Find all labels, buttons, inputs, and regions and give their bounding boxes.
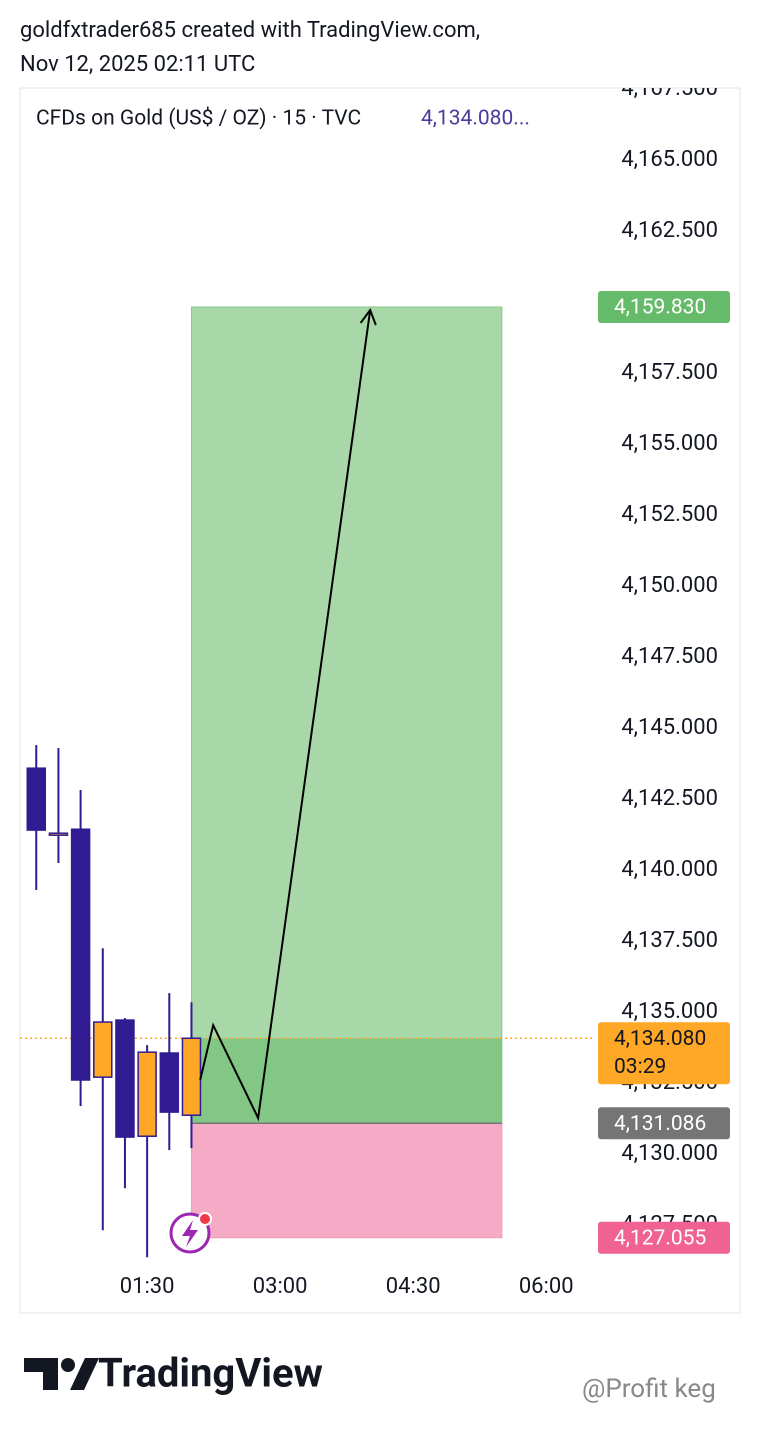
price-badge bbox=[598, 1022, 730, 1085]
stop-zone bbox=[190, 1122, 503, 1239]
price-badge-label: 4,159.830 bbox=[614, 296, 706, 320]
price-badge-label: 4,134.080 bbox=[614, 1027, 706, 1051]
candle-body bbox=[137, 1051, 157, 1137]
brand-name: TradingView bbox=[98, 1350, 323, 1397]
y-tick-label: 4,155.000 bbox=[621, 431, 718, 456]
candle-body bbox=[70, 828, 91, 1081]
y-tick-label: 4,157.500 bbox=[621, 360, 718, 385]
legend-title: CFDs on Gold (US$ / OZ) · 15 · TVC bbox=[36, 107, 361, 131]
price-badge bbox=[598, 1221, 730, 1254]
price-badge-label: 4,131.086 bbox=[614, 1112, 706, 1136]
y-tick-label: 4,140.000 bbox=[621, 857, 718, 882]
y-tick-label: 4,135.000 bbox=[621, 999, 718, 1024]
candle-body bbox=[48, 832, 69, 836]
y-tick-label: 4,165.000 bbox=[621, 147, 718, 172]
watermark: @Profit keg bbox=[582, 1374, 716, 1404]
x-tick-label: 2 bbox=[8, 1274, 20, 1299]
candle-body bbox=[93, 1021, 113, 1078]
header-line: goldfxtrader685 created with TradingView… bbox=[20, 18, 480, 43]
trend-drawing bbox=[199, 309, 372, 1122]
y-tick-label: 4,145.000 bbox=[621, 715, 718, 740]
y-tick-label: 4,147.500 bbox=[621, 644, 718, 669]
candle-body bbox=[159, 1052, 180, 1113]
price-badge bbox=[598, 290, 730, 323]
price-badge bbox=[598, 1107, 730, 1140]
candle-body bbox=[181, 1037, 202, 1116]
y-tick-label: 4,167.500 bbox=[621, 76, 718, 101]
open-profit-zone bbox=[191, 1038, 502, 1124]
x-tick-label: 03:00 bbox=[253, 1274, 308, 1299]
candle-body bbox=[26, 767, 47, 831]
candle-body bbox=[115, 1019, 135, 1138]
price-badge-label: 4,127.055 bbox=[614, 1226, 706, 1250]
countdown-label: 03:29 bbox=[614, 1055, 666, 1079]
x-tick-label: 04:30 bbox=[386, 1274, 441, 1299]
y-tick-label: 4,142.500 bbox=[621, 786, 718, 811]
y-tick-label: 4,152.500 bbox=[621, 502, 718, 527]
arrow-head bbox=[359, 308, 377, 326]
x-tick-label: 06:00 bbox=[519, 1274, 574, 1299]
legend-last: 4,134.080... bbox=[421, 107, 530, 131]
y-tick-label: 4,130.000 bbox=[621, 1141, 718, 1166]
x-tick-label: 01:30 bbox=[120, 1274, 175, 1299]
y-tick-label: 4,162.500 bbox=[621, 218, 718, 243]
header-line: Nov 12, 2025 02:11 UTC bbox=[20, 52, 255, 77]
brand-logo bbox=[24, 1358, 99, 1390]
chart-frame bbox=[19, 87, 741, 1314]
target-zone bbox=[190, 306, 503, 1124]
y-tick-label: 4,150.000 bbox=[621, 573, 718, 598]
plot bbox=[20, 306, 595, 1258]
y-tick-label: 4,137.500 bbox=[621, 928, 718, 953]
alert-icon bbox=[169, 1212, 212, 1254]
